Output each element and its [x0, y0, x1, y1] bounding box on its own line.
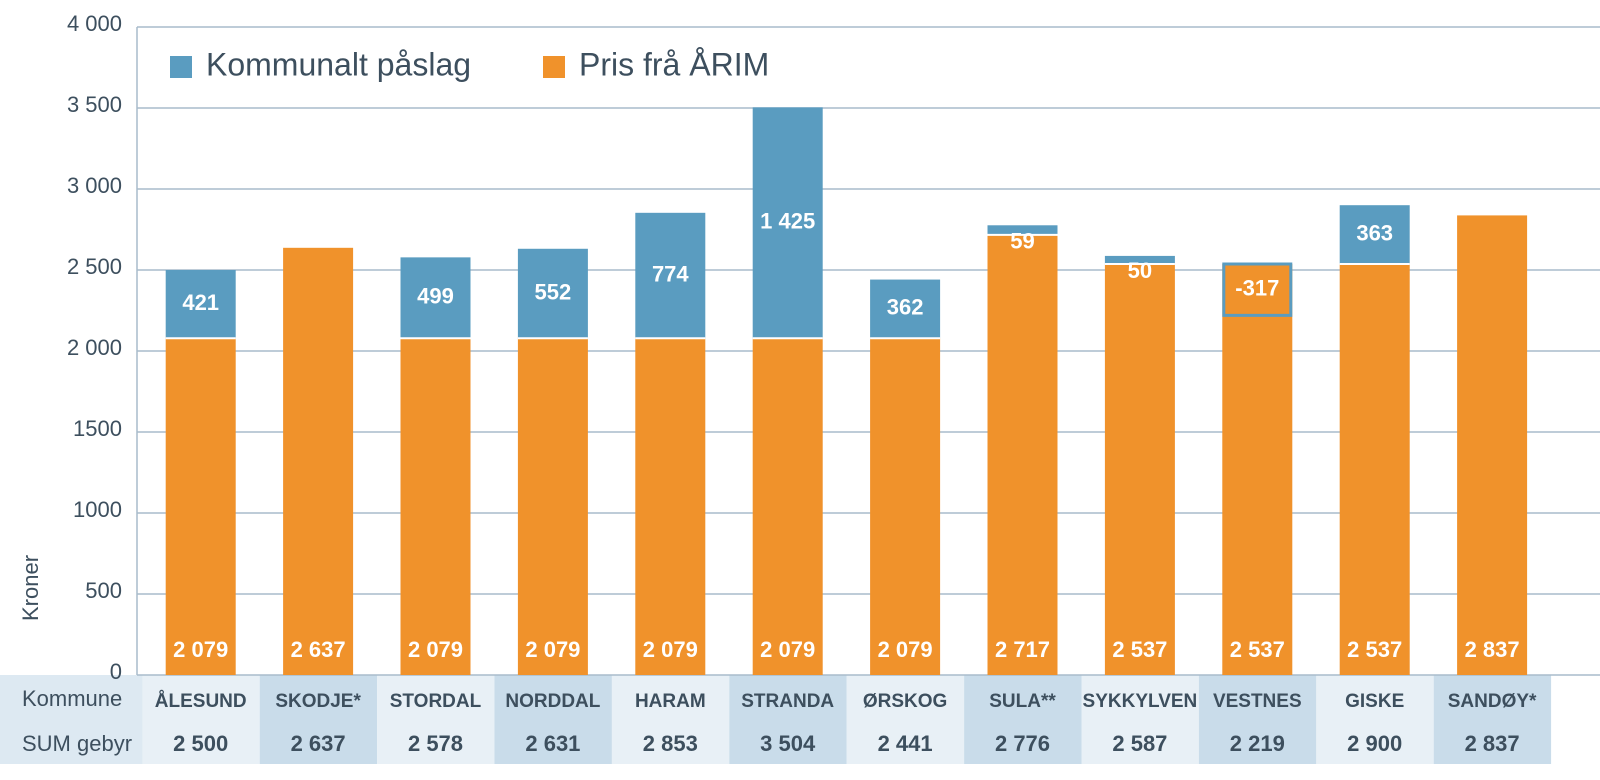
row-label: Kommune — [22, 686, 122, 711]
category-label: GISKE — [1345, 691, 1404, 712]
bar-segment — [1457, 215, 1528, 675]
value-label: 2 079 — [760, 637, 815, 662]
bar-segment — [400, 257, 471, 339]
table-cell: 2 837 — [1465, 731, 1520, 756]
table-column — [729, 675, 847, 764]
table-cell: 2 637 — [291, 731, 346, 756]
bar-segment — [517, 248, 588, 339]
table-column — [377, 675, 495, 764]
table-column — [1081, 675, 1199, 764]
bar-segment — [1104, 264, 1175, 675]
legend-swatch — [543, 56, 565, 78]
table-column — [964, 675, 1082, 764]
table-cell: 3 504 — [760, 731, 816, 756]
category-label: ÅLESUND — [155, 691, 247, 712]
category-label: NORDDAL — [505, 691, 600, 712]
bar-segment — [400, 338, 471, 675]
y-tick-label: 500 — [85, 578, 122, 603]
value-label: -317 — [1235, 275, 1279, 300]
value-label: 2 717 — [995, 637, 1050, 662]
row-label: SUM gebyr — [22, 731, 132, 756]
table-column — [494, 675, 612, 764]
y-axis-label: Kroner — [18, 555, 43, 621]
bar-segment — [752, 338, 823, 675]
value-label: 2 837 — [1465, 637, 1520, 662]
category-label: SANDØY* — [1448, 691, 1537, 712]
category-label: SYKKYLVEN — [1083, 691, 1198, 712]
category-label: ØRSKOG — [863, 691, 947, 712]
value-label: 2 537 — [1112, 637, 1167, 662]
y-tick-label: 1000 — [73, 497, 122, 522]
value-label: 2 079 — [173, 637, 228, 662]
table-cell: 2 578 — [408, 731, 463, 756]
bar-segment — [1339, 264, 1410, 675]
value-label: 774 — [652, 261, 689, 286]
value-label: 2 079 — [525, 637, 580, 662]
table-cell: 2 587 — [1112, 731, 1167, 756]
table-column — [1198, 675, 1317, 764]
legend-swatch — [170, 56, 192, 78]
bar-segment — [517, 338, 588, 675]
bar-segment — [283, 247, 354, 675]
y-tick-label: 2 000 — [67, 335, 122, 360]
table-cell: 2 776 — [995, 731, 1050, 756]
bar-segment — [987, 225, 1058, 235]
value-label: 2 537 — [1230, 637, 1285, 662]
value-label: 2 079 — [878, 637, 933, 662]
bar-segment — [870, 279, 941, 339]
bar-segment — [1222, 264, 1293, 675]
table-cell: 2 500 — [173, 731, 228, 756]
value-label: 499 — [417, 284, 454, 309]
y-tick-label: 4 000 — [67, 11, 122, 36]
bar-segment — [635, 212, 706, 339]
table-cell: 2 631 — [525, 731, 580, 756]
legend-label: Pris frå ÅRIM — [579, 46, 769, 82]
value-label: 552 — [535, 279, 572, 304]
y-tick-label: 2 500 — [67, 254, 122, 279]
y-tick-label: 3 500 — [67, 92, 122, 117]
table-column — [846, 675, 965, 764]
bar-segment — [752, 107, 823, 339]
value-label: 1 425 — [760, 209, 815, 234]
category-label: STRANDA — [741, 691, 834, 712]
value-label: 50 — [1128, 258, 1152, 283]
table-cell: 2 900 — [1347, 731, 1402, 756]
table-cell: 2 219 — [1230, 731, 1285, 756]
bar-segment — [1339, 205, 1410, 265]
category-label: HARAM — [635, 691, 706, 712]
value-label: 59 — [1010, 229, 1034, 254]
bar-segment — [870, 338, 941, 675]
category-label: STORDAL — [390, 691, 482, 712]
y-tick-label: 1500 — [73, 416, 122, 441]
legend-label: Kommunalt påslag — [206, 46, 471, 82]
bar-segment — [165, 270, 236, 339]
table-column — [142, 675, 260, 764]
value-label: 421 — [182, 290, 219, 315]
value-label: 363 — [1356, 220, 1393, 245]
value-label: 2 079 — [643, 637, 698, 662]
bar-segment — [1104, 255, 1175, 265]
bar-segment — [1222, 262, 1293, 317]
table-column — [1316, 675, 1434, 764]
bar-segment — [987, 234, 1058, 675]
category-label: SULA** — [989, 691, 1056, 712]
bar-segment — [635, 338, 706, 675]
value-label: 362 — [887, 295, 924, 320]
y-tick-label: 3 000 — [67, 173, 122, 198]
table-cell: 2 853 — [643, 731, 698, 756]
table-cell: 2 441 — [878, 731, 933, 756]
table-column — [1433, 675, 1552, 764]
table-column — [259, 675, 378, 764]
table-column — [611, 675, 730, 764]
table-header-cell — [0, 675, 160, 764]
value-label: 2 637 — [291, 637, 346, 662]
y-tick-label: 0 — [110, 659, 122, 684]
value-label: 2 537 — [1347, 637, 1402, 662]
category-label: VESTNES — [1213, 691, 1302, 712]
category-label: SKODJE* — [275, 691, 361, 712]
value-label: 2 079 — [408, 637, 463, 662]
bar-segment — [165, 338, 236, 675]
